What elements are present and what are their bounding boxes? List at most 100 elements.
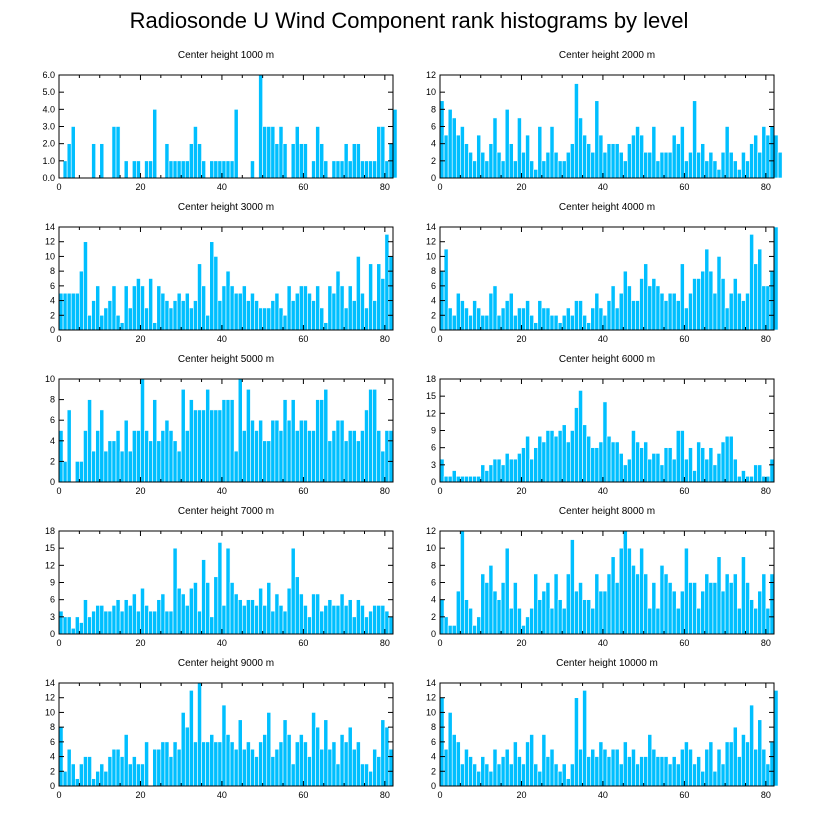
histogram-bar: [732, 458, 738, 483]
panel-title: Center height 5000 m: [178, 354, 274, 365]
histogram-bar: [659, 464, 665, 483]
histogram-bar: [614, 143, 620, 179]
histogram-bar: [696, 278, 701, 331]
histogram-bar: [180, 593, 186, 635]
histogram-bar: [663, 300, 669, 331]
histogram-bar: [684, 458, 689, 483]
histogram-bar: [688, 151, 693, 179]
histogram-bar: [132, 756, 137, 787]
histogram-bar: [675, 300, 681, 331]
histogram-bar: [513, 582, 518, 635]
histogram-bar: [647, 151, 653, 179]
histogram-panel: Center height 4000 m 0 20 40 60 80 0 2 4 6 8 10 12 14: [426, 202, 779, 344]
panel-title: Center height 4000 m: [559, 202, 655, 213]
histogram-bar: [447, 475, 453, 483]
histogram-bar: [451, 734, 457, 787]
histogram-bar: [451, 625, 457, 635]
histogram-bar: [319, 399, 325, 483]
y-tick-label: 0: [50, 781, 55, 791]
histogram-bar: [724, 126, 730, 179]
histogram-bar: [712, 160, 718, 179]
histogram-bar: [496, 599, 502, 635]
histogram-bar: [557, 322, 563, 331]
histogram-bar: [95, 770, 101, 787]
histogram-bar: [549, 430, 555, 483]
histogram-bar: [213, 409, 219, 483]
histogram-bar: [303, 741, 308, 787]
histogram-bar: [233, 748, 239, 787]
x-tick-label: 40: [217, 486, 227, 496]
y-tick-label: 15: [426, 391, 436, 401]
histogram-bar: [241, 430, 247, 483]
histogram-bar: [443, 134, 449, 179]
histogram-bar: [675, 143, 681, 179]
histogram-bar: [480, 464, 486, 483]
histogram-bar: [172, 741, 178, 787]
histogram-bar: [278, 430, 284, 483]
histogram-bar: [574, 590, 579, 635]
histogram-bar: [659, 151, 665, 179]
histogram-bar: [156, 599, 162, 635]
histogram-bar: [753, 134, 759, 179]
histogram-bar: [193, 300, 198, 331]
histogram-bar: [745, 160, 750, 179]
histogram-bar: [541, 734, 547, 787]
x-tick-label: 40: [217, 790, 227, 800]
histogram-bar: [582, 690, 587, 787]
histogram-bar: [83, 241, 88, 331]
histogram-bar: [144, 605, 149, 635]
histogram-bar: [757, 248, 763, 331]
histogram-bar: [598, 307, 604, 331]
histogram-bar: [95, 605, 101, 635]
histogram-bar: [765, 763, 771, 787]
histogram-bar: [659, 565, 665, 635]
histogram-bar: [339, 285, 345, 331]
histogram-bar: [172, 440, 178, 483]
histogram-bar: [537, 770, 543, 787]
histogram-bar: [384, 610, 390, 635]
histogram-bar: [724, 741, 730, 787]
histogram-bar: [103, 450, 109, 483]
histogram-bar: [209, 616, 215, 635]
histogram-bar: [282, 143, 288, 179]
histogram-bar: [339, 419, 345, 483]
histogram-bar: [83, 430, 88, 483]
panel-title: Center height 3000 m: [178, 202, 274, 213]
histogram-bar: [732, 278, 738, 331]
histogram-bar: [618, 453, 624, 483]
histogram-panel: Center height 9000 m 0 20 40 60 80 0 2 4 6 8 10 12 14: [45, 658, 394, 800]
histogram-bar: [447, 109, 453, 179]
y-tick-label: 6: [431, 737, 436, 747]
histogram-bar: [614, 582, 620, 635]
histogram-bar: [311, 430, 316, 483]
histogram-bar: [331, 741, 337, 787]
x-tick-label: 0: [437, 486, 442, 496]
x-tick-label: 60: [679, 182, 689, 192]
histogram-bar: [464, 748, 469, 787]
histogram-bar: [590, 151, 596, 179]
histogram-bar: [209, 160, 215, 179]
histogram-bar: [376, 605, 382, 635]
histogram-bar: [761, 748, 767, 787]
y-tick-label: 4: [50, 296, 55, 306]
x-tick-label: 0: [437, 638, 442, 648]
histogram-bar: [765, 134, 771, 179]
y-tick-label: 0: [50, 477, 55, 487]
histogram-bar: [311, 160, 316, 179]
histogram-bar: [627, 547, 632, 635]
histogram-bar: [176, 160, 182, 179]
histogram-bar: [62, 616, 68, 635]
x-tick-label: 20: [516, 486, 526, 496]
histogram-bar: [496, 314, 502, 331]
y-tick-label: 8: [431, 266, 436, 276]
histogram-bar: [299, 285, 304, 331]
x-tick-label: 80: [380, 486, 390, 496]
histogram-bar: [290, 399, 296, 483]
histogram-bar: [250, 419, 255, 483]
histogram-bar: [258, 307, 263, 331]
histogram-bar: [164, 741, 170, 787]
histogram-bar: [496, 458, 502, 483]
histogram-bar: [537, 300, 543, 331]
x-tick-label: 40: [217, 334, 227, 344]
histogram-bar: [610, 556, 616, 635]
